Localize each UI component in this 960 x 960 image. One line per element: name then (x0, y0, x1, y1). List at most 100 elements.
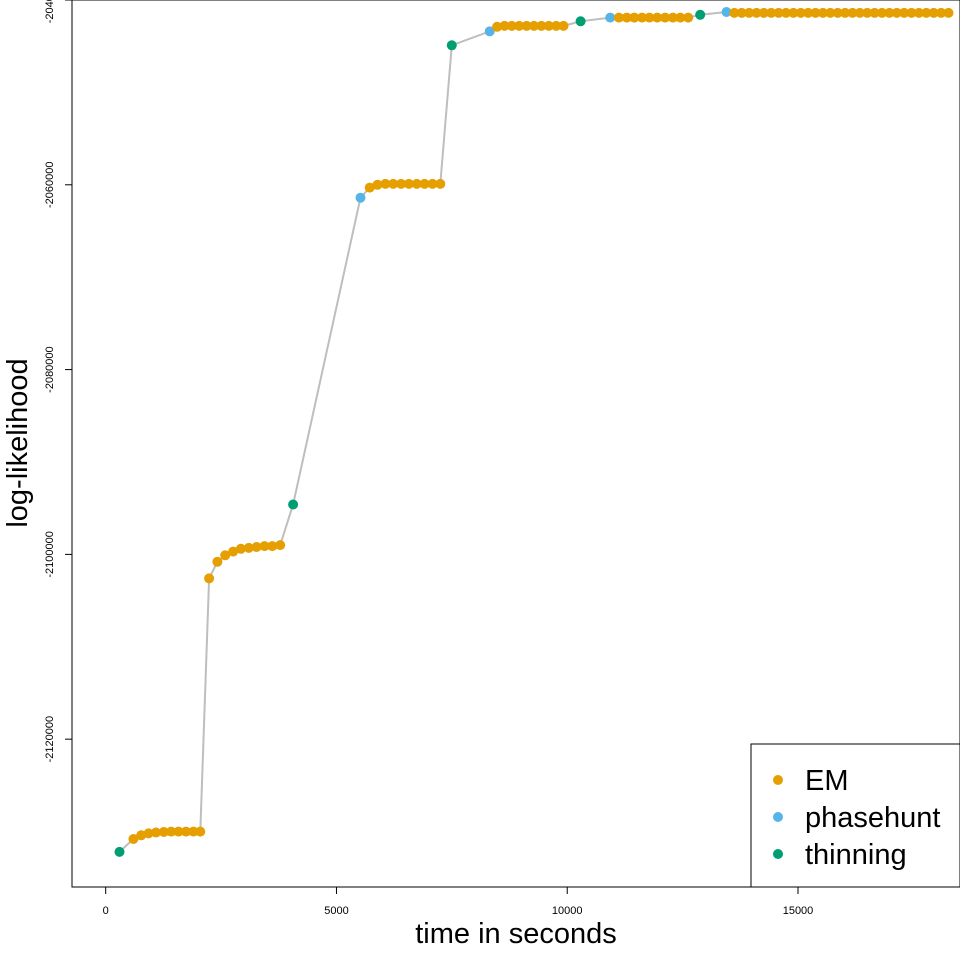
point-em (558, 20, 569, 31)
point-em (220, 550, 231, 561)
point-em (529, 20, 539, 31)
point-em (388, 178, 399, 189)
x-axis-title: time in seconds (415, 918, 617, 950)
y-tick-label: -2080000 (44, 346, 56, 393)
point-em (251, 542, 262, 552)
point-em (781, 7, 791, 18)
point-em (906, 7, 917, 18)
point-em (652, 12, 663, 23)
legend: EM phasehunt thinning (750, 743, 960, 888)
legend-marker-em (773, 775, 783, 785)
point-em (275, 540, 286, 551)
point-em (212, 556, 223, 567)
point-phasehunt (721, 7, 732, 17)
point-em (551, 20, 562, 31)
point-em (629, 12, 640, 23)
point-em (158, 827, 169, 837)
y-tick-label: -2040000 (44, 0, 56, 23)
point-thinning (288, 499, 299, 510)
point-em (181, 826, 191, 837)
point-em (795, 7, 806, 18)
legend-marker-phasehunt (773, 812, 783, 822)
x-tick-label: 10000 (552, 905, 583, 917)
point-phasehunt (605, 12, 616, 23)
legend-label-thinning: thinning (805, 839, 907, 871)
point-em (492, 21, 503, 32)
point-em (195, 826, 206, 837)
point-em (411, 178, 422, 189)
point-thinning (695, 9, 706, 20)
point-em (736, 7, 747, 18)
point-em (869, 7, 880, 18)
point-em (758, 7, 769, 18)
point-em (435, 178, 446, 189)
x-axis: 0 5000 10000 15000 (103, 887, 814, 917)
point-em (766, 7, 777, 18)
point-em (936, 7, 947, 18)
point-em (810, 7, 821, 18)
point-em (521, 20, 532, 31)
point-em (235, 543, 246, 554)
point-em (228, 546, 239, 557)
legend-label-em: EM (805, 765, 849, 797)
point-em (259, 541, 270, 552)
point-em (854, 7, 865, 18)
point-em (921, 7, 932, 18)
point-em (683, 12, 694, 23)
point-em (675, 12, 686, 23)
y-tick-label: -2060000 (44, 162, 56, 209)
point-em (637, 12, 647, 23)
point-em (188, 826, 199, 837)
y-tick-label: -2120000 (44, 716, 56, 763)
point-thinning (114, 846, 125, 857)
trace-line (118, 10, 949, 853)
x-tick-label: 0 (103, 905, 109, 917)
point-em (899, 7, 910, 18)
point-em (817, 7, 828, 18)
point-em (913, 7, 924, 18)
point-em (847, 7, 858, 18)
point-em (173, 826, 184, 837)
point-em (884, 7, 895, 18)
legend-box (750, 743, 960, 888)
point-em (840, 7, 851, 18)
point-em (803, 7, 814, 18)
point-em (514, 20, 525, 31)
point-em (667, 12, 678, 23)
point-em (744, 7, 755, 18)
point-em (267, 541, 278, 552)
point-em (243, 542, 254, 553)
point-em (644, 12, 655, 23)
point-em (396, 178, 407, 189)
plot-frame (71, 0, 960, 888)
point-em (928, 7, 939, 18)
point-em (943, 7, 954, 18)
point-thinning (575, 16, 586, 27)
point-em (506, 20, 517, 31)
data-points (114, 7, 954, 857)
point-em (613, 12, 624, 23)
point-em (862, 7, 873, 18)
point-em (151, 827, 161, 838)
point-thinning (446, 40, 457, 51)
y-axis-title: log-likelihood (2, 358, 34, 527)
point-em (621, 12, 632, 23)
point-em (204, 573, 215, 584)
y-axis: -2120000 -2100000 -2080000 -2060000 -2040000 (44, 0, 72, 762)
legend-label-phasehunt: phasehunt (805, 802, 940, 834)
point-em (536, 20, 547, 31)
point-phasehunt (355, 192, 366, 203)
x-tick-label: 15000 (783, 905, 814, 917)
point-em (427, 178, 438, 189)
point-em (891, 7, 902, 18)
legend-marker-thinning (773, 849, 783, 859)
point-em (380, 178, 391, 189)
point-em (419, 178, 430, 189)
x-tick-label: 5000 (324, 905, 348, 917)
point-em (788, 7, 799, 18)
point-em (166, 826, 177, 837)
point-em (499, 20, 510, 31)
point-em (372, 179, 383, 190)
point-em (660, 12, 671, 23)
